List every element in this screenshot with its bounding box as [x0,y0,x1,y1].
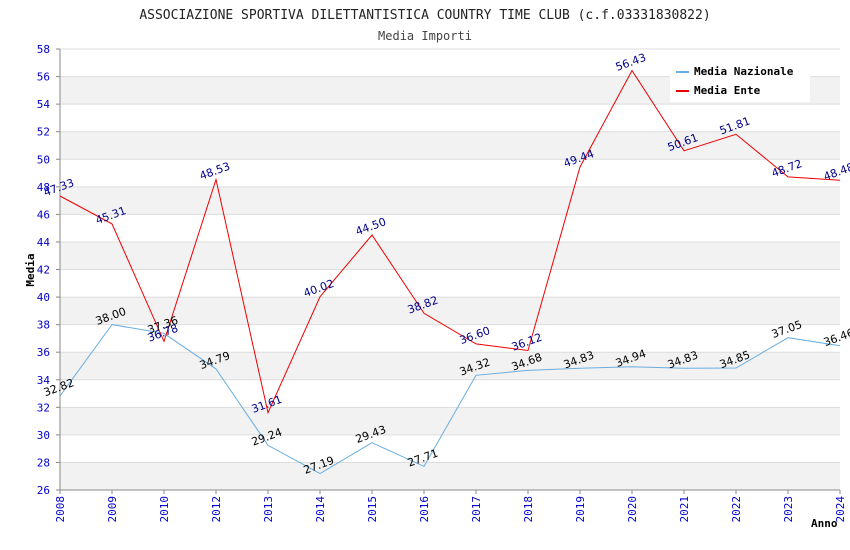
legend-label-media-nazionale: Media Nazionale [694,65,794,78]
x-tick-label: 2020 [626,496,639,523]
y-tick-label: 26 [37,484,50,497]
grid-band [60,324,840,353]
y-tick-label: 42 [37,264,50,277]
x-tick-label: 2008 [54,496,67,523]
series-lines [59,69,841,475]
grid-band [60,379,840,408]
grid-band [60,214,840,242]
series-line-media-ente [59,69,841,415]
legend-box [670,60,810,102]
y-tick-label: 30 [37,429,50,442]
grid-band [60,269,840,298]
x-tick-label: 2021 [678,496,691,523]
x-tick-label: 2022 [730,496,743,523]
series-line-media-nazionale [59,324,841,475]
legend-label-media-ente: Media Ente [694,84,761,97]
grid-band [60,297,840,325]
y-tick-label: 54 [37,98,51,111]
y-tick-label: 34 [37,374,51,387]
grid-band [60,131,840,160]
x-tick-label: 2014 [314,496,327,523]
chart-title: ASSOCIAZIONE SPORTIVA DILETTANTISTICA CO… [139,8,710,23]
x-tick-label: 2009 [106,496,119,523]
plot-background [60,49,840,490]
y-tick-label: 46 [37,208,50,221]
y-tick-label: 56 [37,71,50,84]
y-tick-label: 40 [37,291,50,304]
y-tick-label: 32 [37,401,50,414]
x-tick-label: 2010 [158,496,171,523]
grid-band [60,104,840,132]
legend: Media Nazionale Media Ente [670,60,810,102]
x-tick-label: 2018 [522,496,535,523]
y-tick-label: 28 [37,456,50,469]
grid-band [60,159,840,187]
x-tick-label: 2016 [418,496,431,523]
x-tick-label: 2023 [782,496,795,523]
y-tick-label: 36 [37,346,50,359]
y-axis-label: Media [24,253,37,286]
grid-band [60,434,840,463]
x-axis-label: Anno [811,517,838,530]
y-tick-label: 48 [37,181,50,194]
y-tick-label: 58 [37,43,50,56]
x-tick-label: 2019 [574,496,587,523]
x-tick-label: 2012 [210,496,223,523]
x-tick-label: 2013 [262,496,275,523]
grid-band [60,352,840,380]
grid-band [60,241,840,270]
x-tick-label: 2024 [834,496,847,523]
y-tick-label: 50 [37,153,50,166]
grid [59,48,840,491]
grid-band [60,462,840,490]
chart-subtitle: Media Importi [378,29,472,43]
y-tick-label: 38 [37,319,50,332]
y-axis-ticks: 26 28 30 32 34 36 38 40 42 44 46 48 50 52 54 56 58 [37,43,60,497]
y-tick-label: 44 [37,236,51,249]
grid-band [60,186,840,215]
x-tick-label: 2015 [366,496,379,523]
x-tick-label: 2017 [470,496,483,523]
y-tick-label: 52 [37,126,50,139]
x-axis-ticks: 2008 2009 2010 2012 2013 2014 2015 2016 2017 2018… [54,490,847,523]
